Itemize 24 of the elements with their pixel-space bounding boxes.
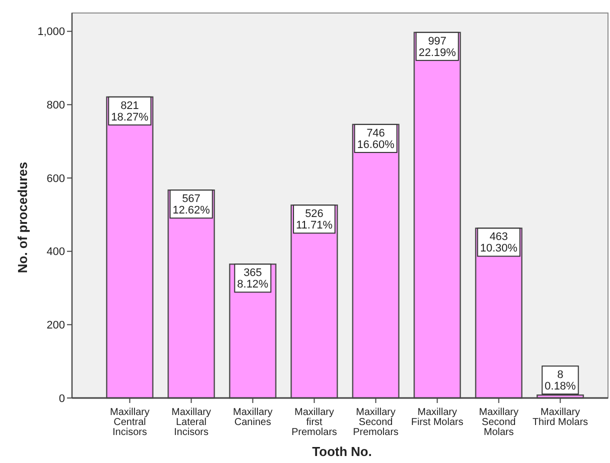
y-tick-label: 600: [46, 172, 65, 185]
data-label: 463 10.30%: [480, 231, 518, 255]
y-tick-label: 800: [46, 100, 65, 112]
data-label: 567 12.62%: [172, 193, 210, 217]
y-tick-label: 200: [46, 320, 65, 332]
data-label: 526 11.71%: [296, 208, 333, 232]
data-label: 997 22.19%: [418, 35, 456, 59]
y-axis-title: No. of procedures: [15, 162, 30, 274]
data-label: 8 0.18%: [544, 369, 576, 393]
x-tick-label: Maxillary Central Incisors: [110, 407, 150, 438]
y-tick-label: 400: [46, 246, 65, 258]
x-tick-label: Maxillary Second Molars: [479, 407, 518, 438]
x-tick-label: Maxillary Lateral Incisors: [172, 407, 211, 438]
y-tick-label: 0: [58, 392, 65, 405]
x-axis-title: Tooth No.: [312, 444, 372, 459]
x-tick-label: Maxillary Canines: [233, 407, 272, 428]
data-label: 365 8.12%: [237, 267, 269, 291]
y-tick-label: 1,000: [37, 26, 65, 38]
x-tick-label: Maxillary first Premolars: [291, 407, 338, 438]
data-label: 746 16.60%: [357, 127, 395, 151]
data-label: 821 18.27%: [111, 100, 149, 124]
x-tick-label: Maxillary Third Molars: [532, 407, 588, 428]
x-tick-label: Maxillary First Molars: [411, 407, 464, 428]
x-tick-label: Maxillary Second Premolars: [352, 407, 399, 438]
